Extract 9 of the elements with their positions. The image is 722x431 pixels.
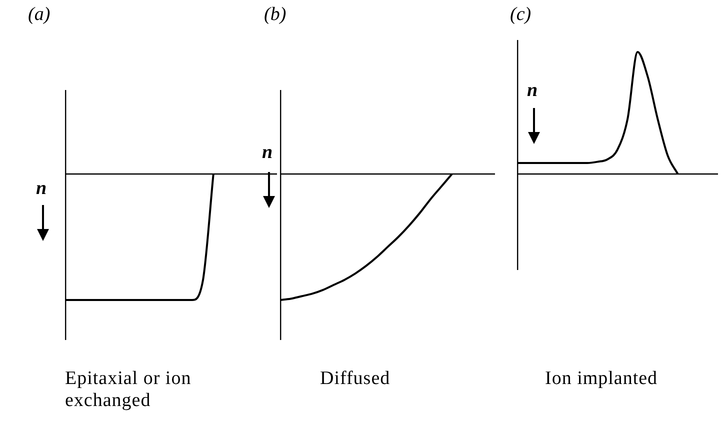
y-axis-title: n [527,80,538,102]
y-axis-title: n [262,142,273,164]
chart-title: (c) [510,4,532,26]
chart-title: (b) [264,4,286,26]
chart-title: (a) [28,4,50,26]
y-axis-title: n [36,178,47,200]
x-axis-title: Ion implanted [545,368,659,390]
x-axis-title: Diffused [320,368,392,390]
x-axis-title: Epitaxial or ion exchanged [65,368,192,412]
